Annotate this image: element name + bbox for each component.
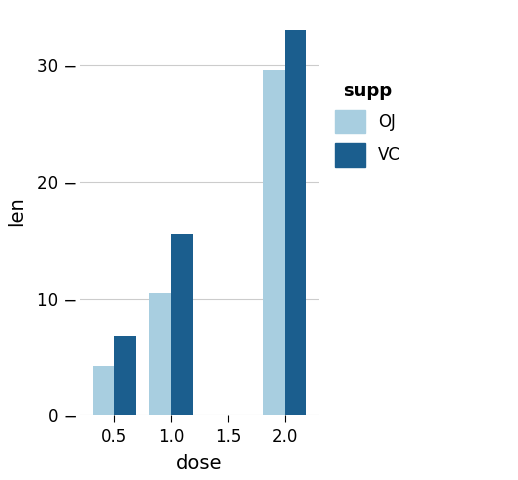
Bar [114,336,136,415]
Bar [171,234,193,415]
Y-axis label: len: len [7,196,26,226]
Bar [263,70,285,415]
Bar [285,30,306,415]
Bar [93,366,114,415]
Bar [150,293,171,415]
Legend: OJ, VC: OJ, VC [329,76,406,172]
X-axis label: dose: dose [176,454,223,473]
